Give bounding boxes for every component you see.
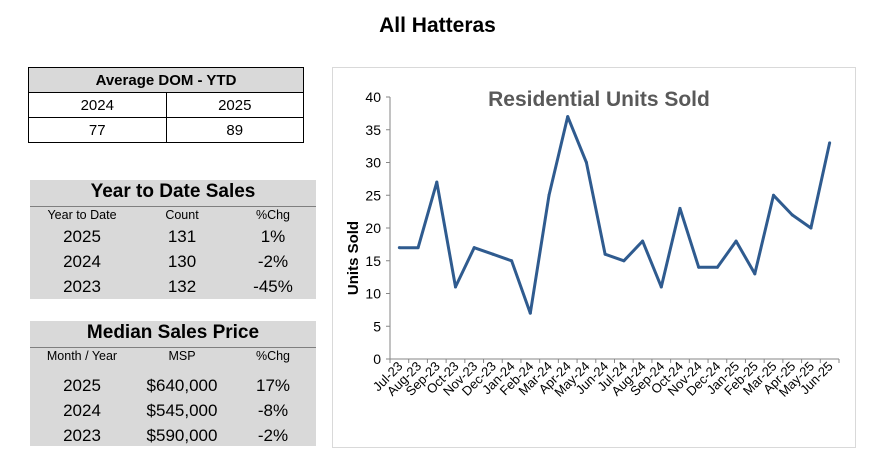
data-point: [510, 259, 514, 263]
msp-chg: 17%: [255, 376, 291, 395]
data-point: [790, 213, 794, 217]
data-point: [622, 259, 626, 263]
msp-value: $640,000: [146, 376, 218, 395]
data-point: [809, 226, 813, 230]
msp-header-period: Month / Year: [46, 349, 118, 363]
data-point: [547, 193, 551, 197]
ytd-year: 2024: [63, 252, 101, 271]
ytd-row: 2025 131 1%: [30, 224, 316, 249]
ytd-chg: -2%: [257, 252, 289, 271]
y-tick-label: 40: [365, 89, 381, 105]
series-line-units-sold: [399, 115, 832, 315]
y-tick-label: 25: [365, 187, 381, 203]
msp-header-chg: %Chg: [255, 349, 291, 363]
y-tick-label: 0: [373, 351, 381, 367]
dom-value-2025: 89: [165, 117, 304, 143]
dom-year-2024: 2024: [28, 92, 167, 118]
data-point: [453, 285, 457, 289]
dom-value-2024: 77: [28, 117, 167, 143]
average-dom-table: Average DOM - YTD 2024 2025 77 89: [28, 67, 304, 143]
ytd-header-count: Count: [165, 208, 199, 222]
chart-title: Residential Units Sold: [488, 88, 710, 111]
data-point: [753, 272, 757, 276]
msp-chg: -8%: [257, 401, 289, 420]
data-point: [584, 161, 588, 164]
data-point: [435, 180, 439, 184]
msp-header-msp: MSP: [168, 349, 196, 363]
dom-table-title: Average DOM - YTD: [28, 67, 304, 93]
ytd-count: 131: [167, 227, 197, 246]
msp-header-row: Month / Year MSP %Chg: [30, 348, 316, 365]
data-point: [772, 193, 776, 197]
ytd-year: 2023: [63, 277, 101, 296]
data-point: [734, 239, 738, 243]
page-title: All Hatteras: [379, 14, 496, 37]
msp-value: $590,000: [146, 426, 218, 445]
data-point: [397, 246, 401, 250]
data-point: [678, 206, 682, 210]
data-point: [566, 115, 570, 119]
msp-row: 2025 $640,000 17%: [30, 373, 316, 398]
y-tick-label: 30: [365, 155, 381, 171]
data-point: [697, 265, 701, 269]
y-tick-label: 5: [373, 318, 381, 334]
ytd-sales-title: Year to Date Sales: [30, 180, 316, 207]
msp-chg: -2%: [257, 426, 289, 445]
y-axis-label: Units Sold: [345, 221, 362, 295]
msp-row: 2023 $590,000 -2%: [30, 423, 316, 448]
ytd-chg: -45%: [253, 277, 293, 296]
ytd-header-row: Year to Date Count %Chg: [30, 207, 316, 224]
data-point: [491, 252, 495, 256]
ytd-count: 132: [167, 277, 197, 296]
units-sold-chart-svg: Residential Units Sold Units Sold 0 5 10 15…: [345, 88, 840, 400]
data-point: [828, 141, 832, 145]
median-price-panel: Median Sales Price Month / Year MSP %Chg…: [30, 321, 316, 446]
ytd-row: 2024 130 -2%: [30, 249, 316, 274]
ytd-sales-panel: Year to Date Sales Year to Date Count %C…: [30, 180, 316, 299]
msp-year: 2025: [63, 376, 101, 395]
median-price-title: Median Sales Price: [30, 321, 316, 348]
y-tick-label: 35: [365, 122, 381, 138]
data-point: [528, 311, 532, 315]
data-point: [715, 265, 719, 269]
ytd-year: 2025: [63, 227, 101, 246]
data-point: [659, 285, 663, 289]
data-point: [641, 239, 645, 243]
data-point: [472, 246, 476, 250]
msp-year: 2024: [63, 401, 101, 420]
y-tick-label: 20: [365, 220, 381, 236]
y-tick-label: 10: [365, 286, 381, 302]
ytd-count: 130: [167, 252, 197, 271]
msp-value: $545,000: [146, 401, 218, 420]
ytd-row: 2023 132 -45%: [30, 274, 316, 299]
ytd-header-chg: %Chg: [255, 208, 291, 222]
data-point: [416, 246, 420, 250]
units-sold-chart: Residential Units Sold Units Sold 0 5 10 15…: [332, 67, 856, 448]
data-point: [603, 252, 607, 256]
chart-marks: [397, 115, 832, 315]
msp-year: 2023: [63, 426, 101, 445]
y-tick-label: 15: [365, 253, 381, 269]
dom-year-2025: 2025: [165, 92, 304, 118]
ytd-header-year: Year to Date: [47, 208, 117, 222]
ytd-chg: 1%: [260, 227, 286, 246]
msp-row: 2024 $545,000 -8%: [30, 398, 316, 423]
